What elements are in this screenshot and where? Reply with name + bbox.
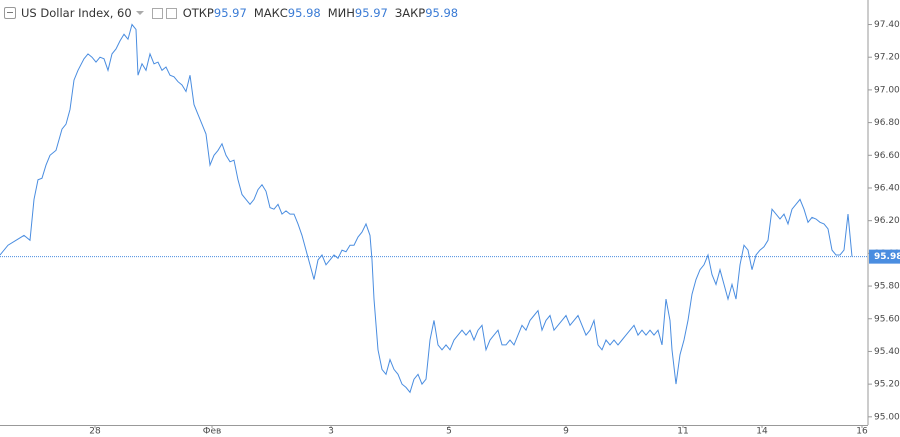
y-tick-label: 96.80 xyxy=(874,118,900,128)
x-tick-label: 11 xyxy=(677,427,688,437)
last-price-box xyxy=(869,249,900,264)
settings-icon[interactable] xyxy=(151,7,163,19)
close-value: 95.98 xyxy=(425,6,459,20)
high-value: 95.98 xyxy=(287,6,321,20)
close-icon[interactable] xyxy=(165,7,177,19)
y-tick-label: 96.60 xyxy=(874,151,900,161)
last-price-label: 95.98 xyxy=(874,252,900,262)
x-tick-label: 5 xyxy=(446,427,452,437)
x-tick-label: 28 xyxy=(89,427,101,437)
x-tick-label: 3 xyxy=(328,427,334,437)
y-tick-label: 96.40 xyxy=(874,183,900,193)
y-tick-label: 95.20 xyxy=(874,380,900,390)
y-tick-label: 95.80 xyxy=(874,282,900,292)
open-value: 95.97 xyxy=(213,6,247,20)
x-tick-label: 9 xyxy=(563,427,569,437)
x-tick-label: 16 xyxy=(856,427,868,437)
y-tick-label: 95.40 xyxy=(874,347,900,357)
open-label: ОТКР xyxy=(182,6,214,20)
y-tick-label: 95.60 xyxy=(874,314,900,324)
y-tick-label: 95.00 xyxy=(874,412,900,422)
price-line xyxy=(0,23,853,394)
dropdown-icon[interactable] xyxy=(135,11,144,15)
y-tick-label: 97.00 xyxy=(874,85,900,95)
low-value: 95.97 xyxy=(354,6,388,20)
low-label: МИН xyxy=(327,6,355,20)
y-tick-label: 96.20 xyxy=(874,216,900,226)
legend-header: US Dollar Index, 60 ОТКР 95.97 МАКС 95.98 … xyxy=(4,6,462,20)
close-label: ЗАКР xyxy=(394,6,426,20)
symbol-title: US Dollar Index, 60 xyxy=(21,6,132,20)
collapse-icon[interactable] xyxy=(4,7,16,19)
y-tick-label: 97.40 xyxy=(874,20,900,30)
x-tick-label: Фев xyxy=(203,427,222,437)
y-tick-label: 97.20 xyxy=(874,53,900,63)
high-label: МАКС xyxy=(253,6,288,20)
x-tick-label: 14 xyxy=(756,427,768,437)
